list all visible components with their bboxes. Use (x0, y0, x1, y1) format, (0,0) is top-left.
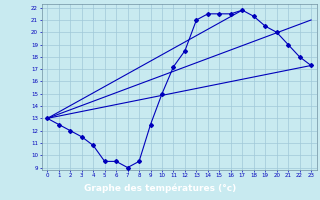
Text: Graphe des températures (°c): Graphe des températures (°c) (84, 184, 236, 193)
